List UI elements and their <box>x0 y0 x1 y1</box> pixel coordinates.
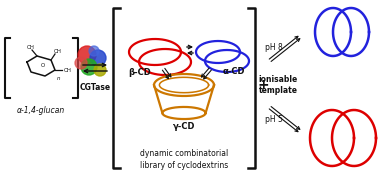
Text: β-CD: β-CD <box>129 68 151 77</box>
Text: CGTase: CGTase <box>79 83 110 92</box>
Text: α-1,4-glucan: α-1,4-glucan <box>17 106 65 115</box>
Text: OH: OH <box>64 68 72 73</box>
Text: pH 5: pH 5 <box>265 116 283 125</box>
Text: n: n <box>57 75 61 80</box>
Text: ionisable
template: ionisable template <box>259 75 297 95</box>
Text: OH: OH <box>54 48 62 53</box>
Text: α-CD: α-CD <box>223 67 245 76</box>
Circle shape <box>90 50 106 66</box>
Text: +: + <box>257 78 269 92</box>
Text: γ-CD: γ-CD <box>173 122 195 131</box>
Circle shape <box>89 46 99 56</box>
Text: OH: OH <box>27 44 35 50</box>
Circle shape <box>78 46 96 64</box>
Circle shape <box>81 59 97 75</box>
Circle shape <box>75 57 87 69</box>
Text: pH 8: pH 8 <box>265 42 283 51</box>
Text: O: O <box>41 62 45 68</box>
Circle shape <box>94 64 106 76</box>
Text: dynamic combinatorial
library of cyclodextrins: dynamic combinatorial library of cyclode… <box>140 148 228 170</box>
